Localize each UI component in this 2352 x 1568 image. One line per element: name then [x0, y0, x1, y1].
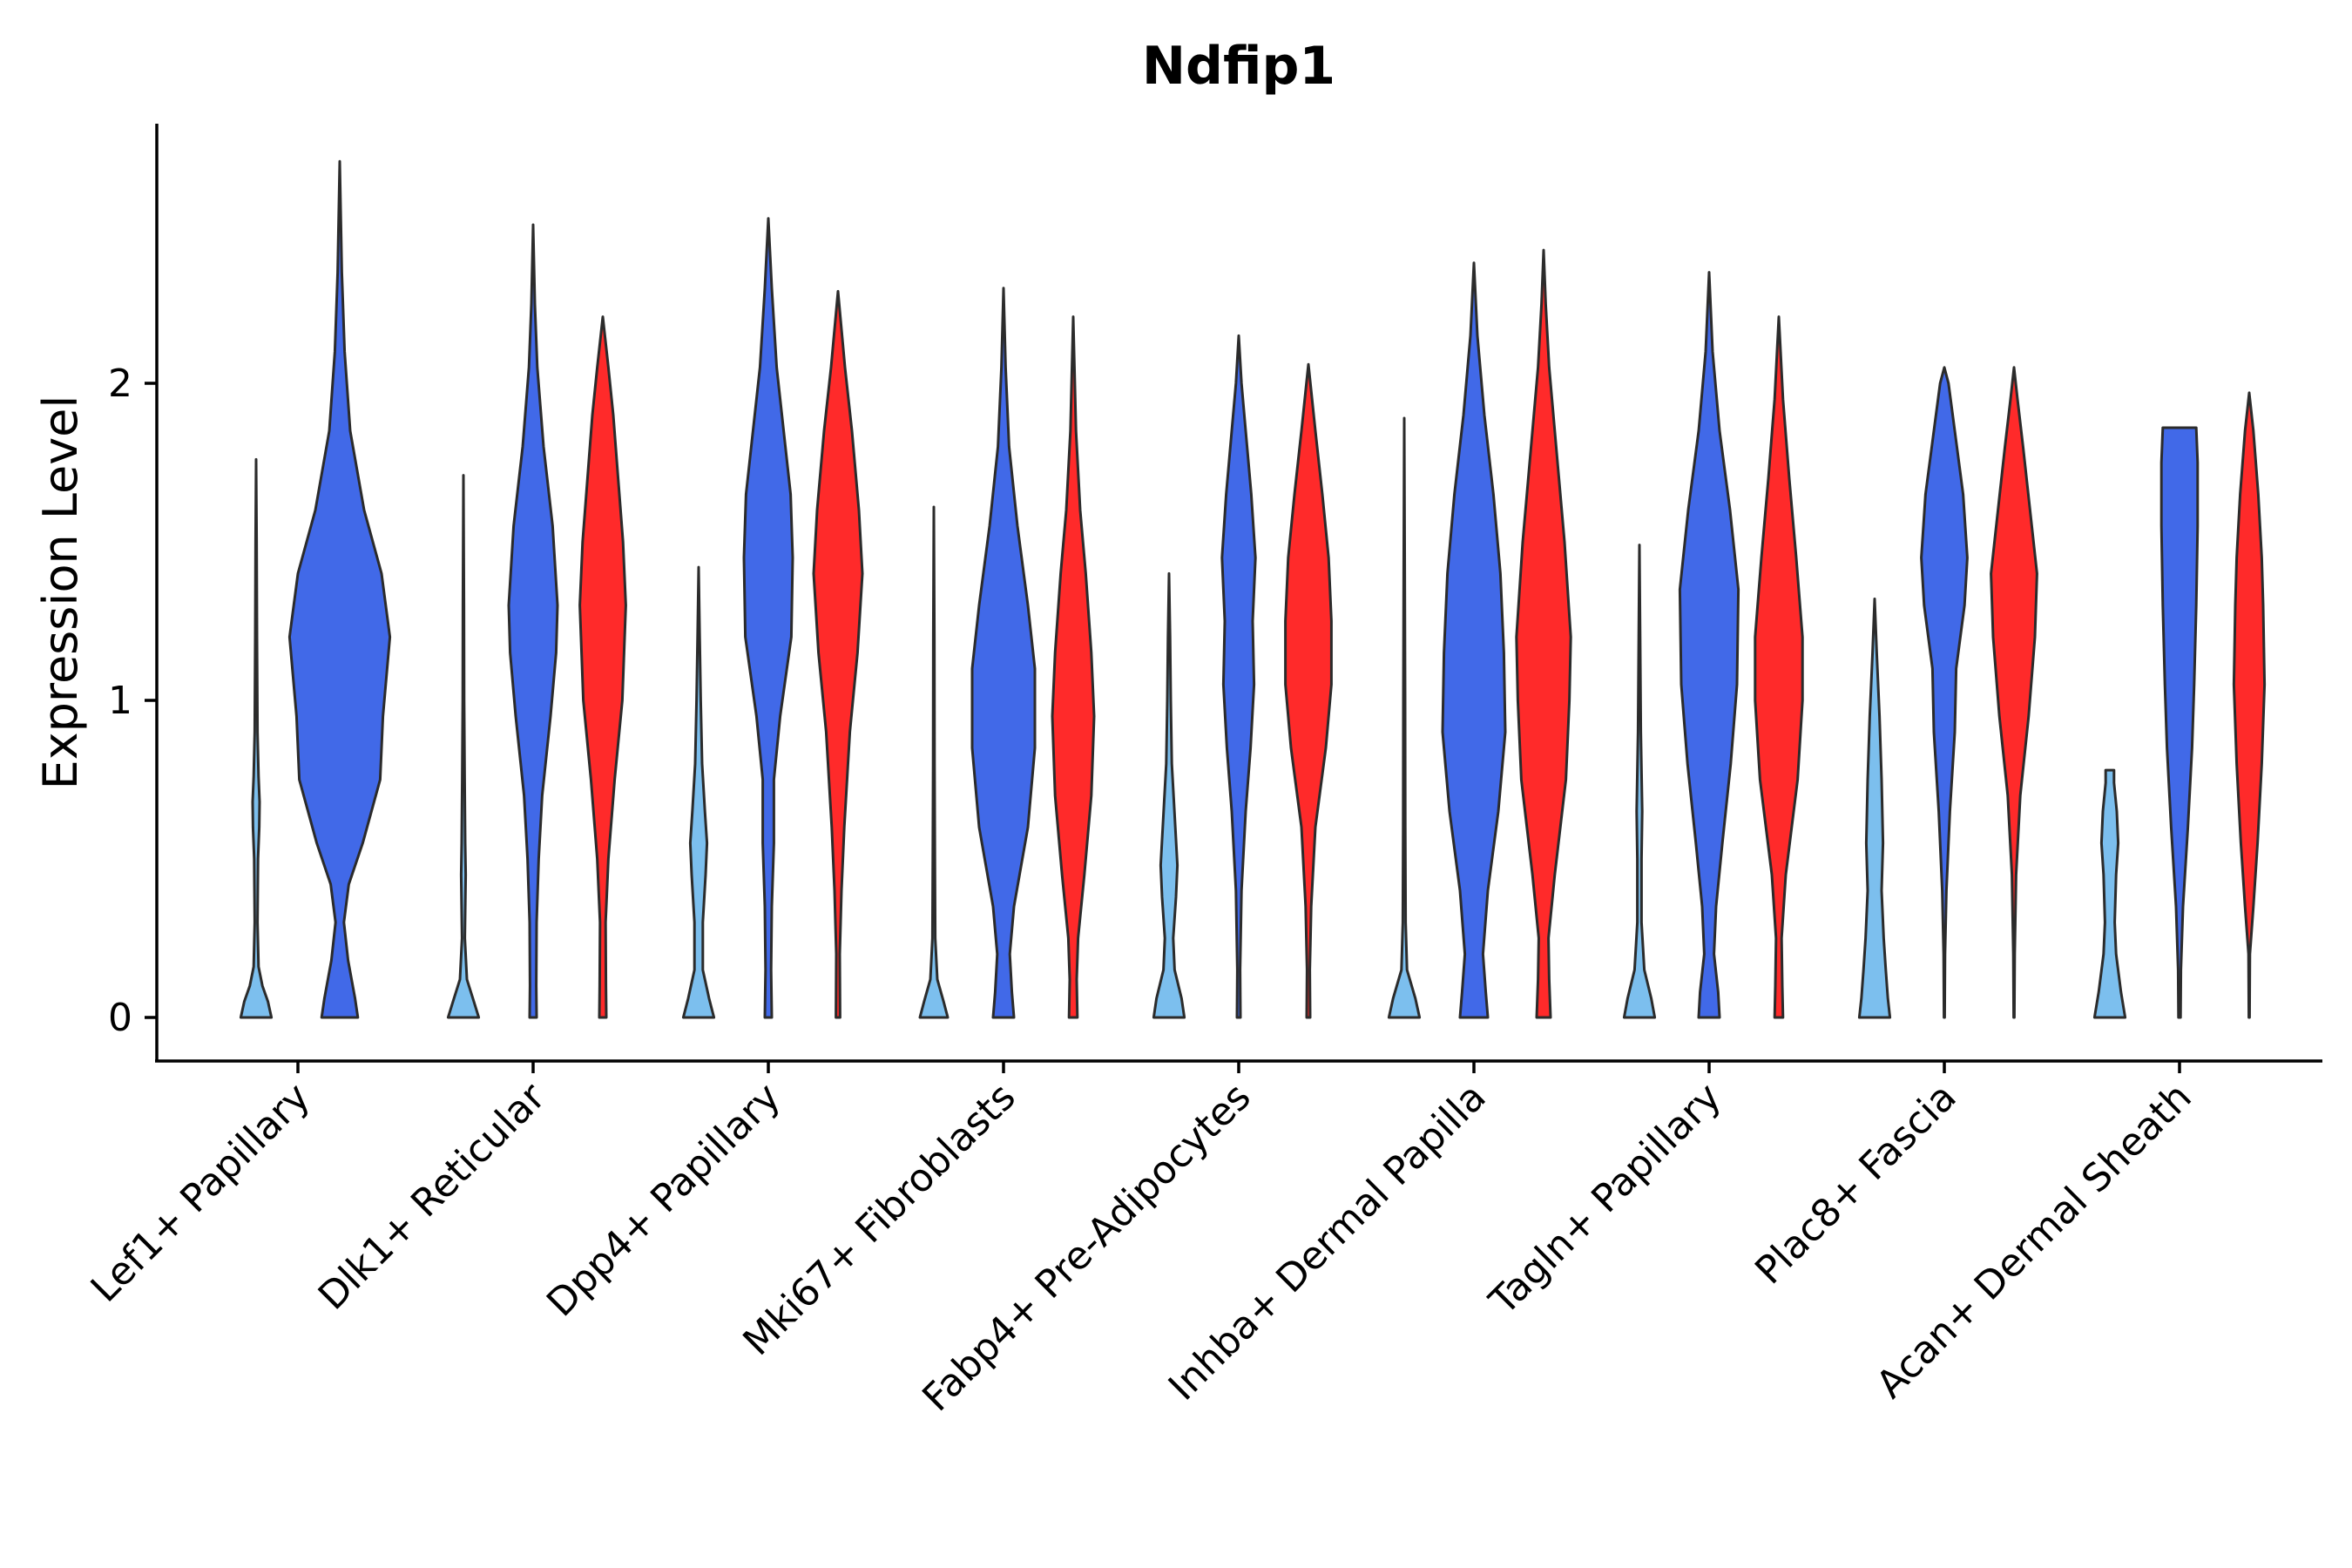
violin-group-1 [446, 474, 481, 1019]
violin-group-2 [1441, 261, 1507, 1019]
x-tick-label: Lef1+ Papillary [83, 1075, 319, 1311]
violin-group-1 [2092, 768, 2127, 1019]
violin-group-3 [1515, 248, 1572, 1019]
violin-group-3 [1754, 315, 1804, 1019]
violin-group-2 [287, 159, 392, 1019]
x-tick-label: Dlk1+ Reticular [310, 1074, 555, 1319]
y-axis-label: Expression Level [33, 395, 88, 790]
chart-title: Ndfip1 [1142, 36, 1335, 97]
violin-group-3 [812, 289, 864, 1019]
violin-group-2 [970, 287, 1037, 1019]
violin-group-1 [681, 565, 716, 1019]
y-ticks: 0 1 2 [108, 362, 157, 1040]
violin-group-1 [1622, 544, 1657, 1019]
violin-group-1 [1387, 416, 1422, 1019]
y-tick-label: 1 [108, 679, 132, 723]
violin-group-3 [578, 315, 627, 1019]
x-tick-label: Plac8+ Fascia [1747, 1075, 1965, 1294]
y-tick-label: 0 [108, 996, 132, 1040]
violin-group-2 [742, 217, 794, 1019]
violin-group-3 [1990, 366, 2038, 1019]
violin-group-2 [1678, 271, 1740, 1019]
violin-group-1 [239, 457, 274, 1019]
violin-layer [239, 159, 2267, 1019]
violin-group-1 [1152, 571, 1186, 1019]
x-tick-label: Dpp4+ Papillary [538, 1075, 789, 1326]
x-tick-label: Tagln+ Papillary [1481, 1075, 1730, 1324]
y-tick-label: 2 [108, 362, 132, 406]
violin-group-1 [1857, 598, 1892, 1019]
violin-group-1 [918, 505, 950, 1019]
violin-group-3 [1051, 315, 1096, 1019]
violin-group-2 [1920, 366, 1969, 1019]
violin-group-2 [507, 223, 559, 1019]
violin-group-2 [2159, 426, 2200, 1019]
violin-group-3 [1284, 362, 1333, 1019]
violin-group-2 [1220, 334, 1257, 1019]
violin-group-3 [2232, 391, 2267, 1019]
